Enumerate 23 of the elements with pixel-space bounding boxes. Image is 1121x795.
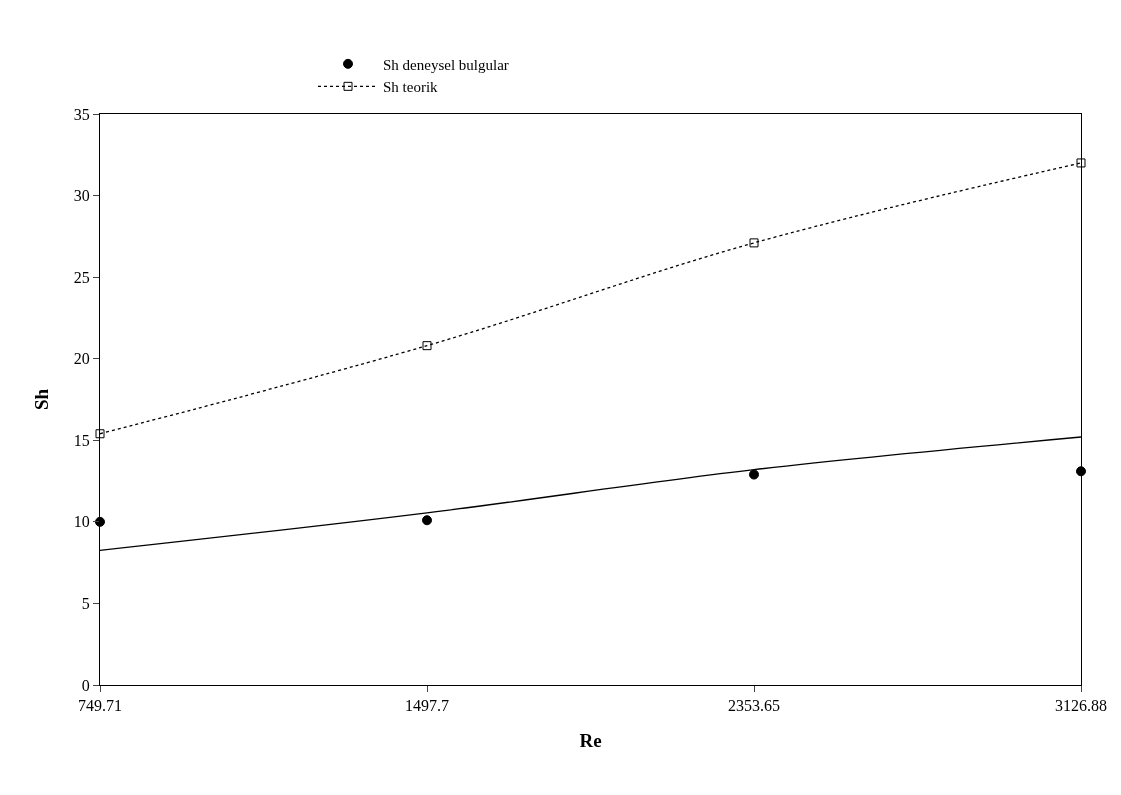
point [749,238,759,248]
point [95,429,105,439]
x-tick-label: 3126.88 [1055,697,1107,715]
legend-label: Sh deneysel bulgular [383,56,509,73]
y-tick-label: 0 [81,676,90,694]
y-tick-label: 10 [73,513,90,531]
y-tick-label: 25 [73,268,90,286]
legend-label: Sh teorik [383,79,439,96]
point [422,341,432,351]
y-tick-label: 5 [81,595,90,613]
point [422,515,432,526]
point [749,469,759,480]
y-axis-title: Sh [30,388,52,411]
point [1076,466,1086,477]
x-axis-title: Re [579,730,602,751]
x-tick-label: 2353.65 [728,697,780,715]
y-tick-label: 20 [73,350,90,368]
point [1076,158,1086,168]
y-tick-label: 35 [73,105,90,123]
y-tick-label: 30 [73,187,90,205]
y-tick-label: 15 [73,431,90,449]
x-tick-label: 1497.7 [405,697,449,715]
x-tick-label: 749.71 [78,697,122,715]
